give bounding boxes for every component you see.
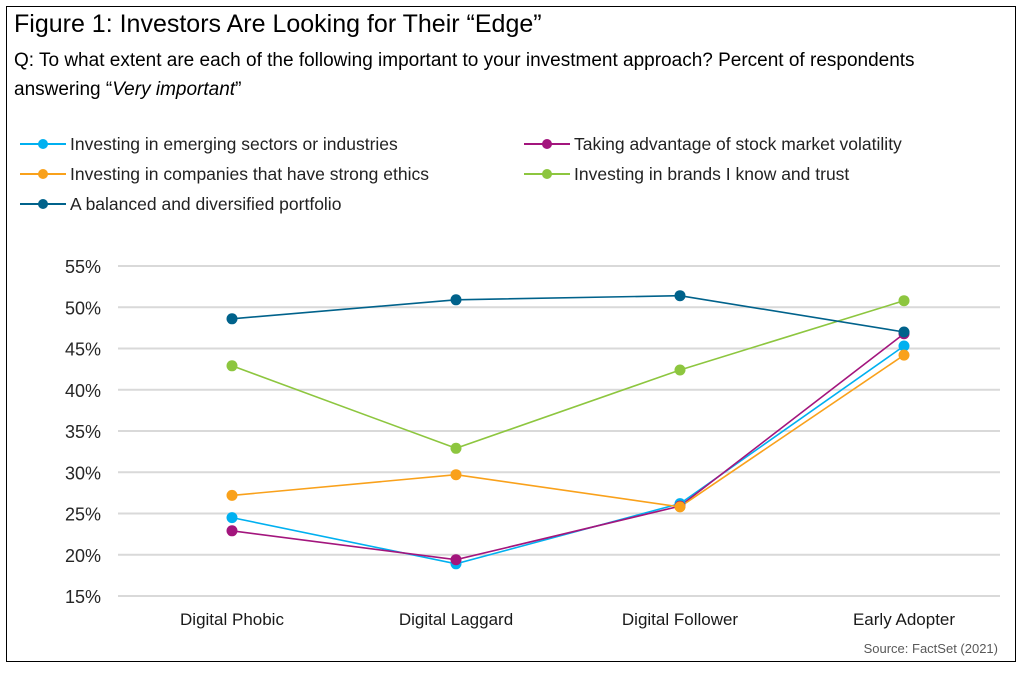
data-point: [450, 442, 462, 454]
x-tick-label: Digital Phobic: [180, 610, 284, 629]
y-tick-label: 55%: [65, 257, 101, 277]
legend-label: A balanced and diversified portfolio: [70, 193, 342, 214]
x-tick-label: Early Adopter: [853, 610, 955, 629]
data-point: [450, 554, 462, 566]
legend-label: Investing in companies that have strong …: [70, 163, 429, 184]
data-point: [898, 295, 910, 307]
y-tick-label: 35%: [65, 422, 101, 442]
legend-item-known-brands: Investing in brands I know and trust: [524, 161, 849, 187]
series-line: [231, 299, 905, 450]
data-point: [450, 469, 462, 481]
legend-item-emerging-sectors: Investing in emerging sectors or industr…: [20, 131, 398, 157]
legend-marker-strong-ethics: [20, 167, 66, 181]
y-tick-label: 30%: [65, 463, 101, 483]
series-line: [231, 333, 905, 561]
data-point: [898, 349, 910, 361]
figure-frame: [6, 6, 1016, 662]
data-point: [674, 364, 686, 376]
source-note: Source: FactSet (2021): [863, 641, 998, 656]
legend-label: Taking advantage of stock market volatil…: [574, 133, 902, 154]
data-point: [226, 313, 238, 325]
question-emphasis: Very important: [112, 79, 236, 100]
legend-marker-emerging-sectors: [20, 137, 66, 151]
x-axis: Digital Phobic Digital Laggard Digital Fol…: [180, 610, 955, 629]
data-point: [226, 525, 238, 537]
y-tick-label: 50%: [65, 298, 101, 318]
y-tick-label: 40%: [65, 381, 101, 401]
data-point: [898, 326, 910, 338]
legend-marker-known-brands: [524, 167, 570, 181]
legend-marker-balanced-portfolio: [20, 197, 66, 211]
data-point: [450, 294, 462, 306]
gridlines: [118, 265, 1000, 597]
data-point: [674, 501, 686, 513]
data-point: [226, 360, 238, 372]
data-point: [674, 290, 686, 302]
y-tick-label: 20%: [65, 546, 101, 566]
legend-item-strong-ethics: Investing in companies that have strong …: [20, 161, 429, 187]
legend-label: Investing in brands I know and trust: [574, 163, 850, 184]
legend-item-market-volatility: Taking advantage of stock market volatil…: [524, 131, 902, 157]
question-prefix: Q: To what extent are each of the follow…: [14, 50, 915, 100]
series-line: [231, 354, 905, 508]
y-tick-label: 25%: [65, 505, 101, 525]
series-line: [231, 345, 905, 565]
series-lines: [231, 294, 905, 565]
x-tick-label: Digital Follower: [622, 610, 739, 629]
legend-marker-market-volatility: [524, 137, 570, 151]
data-point: [898, 340, 910, 352]
figure-title: Figure 1: Investors Are Looking for Thei…: [14, 10, 542, 38]
y-tick-label: 15%: [65, 587, 101, 607]
y-axis: 15% 20% 25% 30% 35% 40% 45% 50% 55%: [65, 257, 101, 607]
series-points: [226, 290, 910, 570]
legend-item-balanced-portfolio: A balanced and diversified portfolio: [20, 191, 341, 217]
x-tick-label: Digital Laggard: [399, 610, 513, 629]
data-point: [226, 512, 238, 524]
legend-label: Investing in emerging sectors or industr…: [70, 133, 398, 154]
data-point: [226, 489, 238, 501]
question-suffix: ”: [235, 79, 242, 100]
figure-question: Q: To what extent are each of the follow…: [14, 46, 1004, 104]
y-tick-label: 45%: [65, 340, 101, 360]
series-line: [231, 294, 905, 333]
